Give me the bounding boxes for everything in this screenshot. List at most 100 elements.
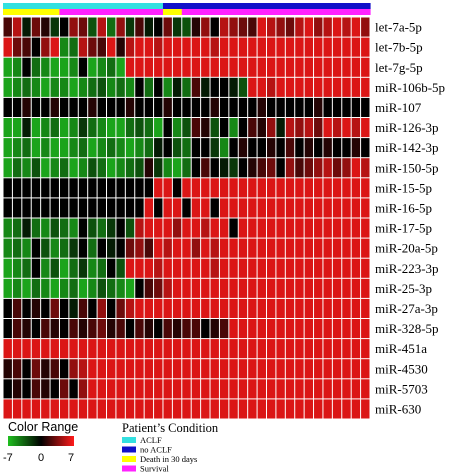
heatmap-cell [323, 278, 332, 298]
heatmap-cell [163, 77, 172, 97]
heatmap-cell [41, 379, 50, 399]
heatmap-cell [154, 238, 163, 258]
heatmap-cell [266, 97, 276, 117]
heatmap-cell [69, 118, 78, 138]
heatmap-cell [116, 298, 125, 318]
heatmap-cell [3, 339, 12, 359]
heatmap-cell [295, 278, 304, 298]
heatmap-cell [163, 17, 172, 37]
heatmap-cell [229, 319, 238, 339]
heatmap-cell [266, 37, 276, 57]
row-label-miR-451a: miR-451a [375, 341, 427, 356]
heatmap-cell [351, 298, 361, 318]
heatmap-cell [210, 319, 219, 339]
heatmap-cell [50, 17, 59, 37]
heatmap-cell [125, 77, 135, 97]
heatmap-cell [88, 399, 97, 419]
heatmap-cell [78, 278, 88, 298]
heatmap-cell [22, 379, 31, 399]
heatmap-cell [50, 359, 59, 379]
heatmap-cell [201, 218, 210, 238]
condition-swatch-3 [122, 465, 136, 472]
heatmap-cell [31, 57, 41, 77]
heatmap-cell [210, 218, 219, 238]
condition-bottom-28 [266, 9, 277, 15]
heatmap-cell [22, 57, 31, 77]
heatmap-cell [295, 118, 304, 138]
heatmap-cell [266, 379, 276, 399]
heatmap-cell [125, 57, 135, 77]
heatmap-cell [88, 57, 97, 77]
condition-top-32 [304, 3, 315, 9]
heatmap-cell [342, 359, 351, 379]
heatmap-cell [31, 379, 41, 399]
heatmap-cell [107, 118, 116, 138]
heatmap-cell [69, 379, 78, 399]
heatmap-cell [78, 57, 88, 77]
heatmap-cell [41, 138, 50, 158]
heatmap-cell [88, 138, 97, 158]
color-range-title: Color Range [8, 420, 78, 434]
condition-swatch-2 [122, 456, 136, 462]
heatmap-cell [276, 278, 285, 298]
row-label-miR-16-5p: miR-16-5p [375, 201, 432, 216]
heatmap-cell [304, 178, 314, 198]
heatmap-cell [361, 359, 370, 379]
heatmap-cell [50, 198, 59, 218]
heatmap-cell [41, 258, 50, 278]
heatmap-cell [12, 399, 22, 419]
heatmap-cell [361, 138, 370, 158]
heatmap-cell [125, 158, 135, 178]
heatmap-cell [154, 77, 163, 97]
heatmap-cell [88, 379, 97, 399]
patient-condition-title: Patient’s Condition [122, 421, 219, 435]
heatmap-cell [304, 118, 314, 138]
heatmap-cell [88, 37, 97, 57]
heatmap-cell [59, 178, 69, 198]
heatmap-cell [172, 198, 182, 218]
heatmap-cell [229, 218, 238, 238]
heatmap-cell [191, 57, 201, 77]
condition-top-9 [87, 3, 98, 9]
heatmap-cell [50, 319, 59, 339]
heatmap-cell [295, 218, 304, 238]
heatmap-cell [163, 218, 172, 238]
heatmap-cell [191, 339, 201, 359]
heatmap-cell [88, 319, 97, 339]
heatmap-cell [342, 339, 351, 359]
heatmap-cell [125, 258, 135, 278]
heatmap-cell [3, 57, 12, 77]
heatmap-cell [144, 218, 154, 238]
heatmap-cell [88, 198, 97, 218]
heatmap-cell [182, 118, 191, 138]
condition-top-3 [31, 3, 42, 9]
heatmap-cell [22, 399, 31, 419]
heatmap-cell [50, 97, 59, 117]
heatmap-cell [332, 57, 342, 77]
heatmap-cell [304, 278, 314, 298]
heatmap-cell [219, 97, 229, 117]
row-label-let-7b-5p: let-7b-5p [375, 40, 423, 55]
heatmap-cell [276, 319, 285, 339]
heatmap-cell [59, 118, 69, 138]
heatmap-cell [323, 258, 332, 278]
heatmap-cell [182, 278, 191, 298]
heatmap-cell [22, 319, 31, 339]
heatmap-cell [351, 158, 361, 178]
heatmap-cell [97, 379, 107, 399]
heatmap-cell [314, 77, 323, 97]
heatmap-cell [12, 77, 22, 97]
heatmap-cell [361, 278, 370, 298]
heatmap-cell [31, 278, 41, 298]
heatmap-cell [342, 97, 351, 117]
heatmap-cell [22, 359, 31, 379]
heatmap-cell [172, 57, 182, 77]
heatmap-cell [78, 379, 88, 399]
heatmap-cell [219, 379, 229, 399]
heatmap-cell [361, 379, 370, 399]
heatmap-cell [257, 258, 266, 278]
heatmap-cell [144, 17, 154, 37]
heatmap-cell [201, 178, 210, 198]
heatmap-cell [201, 298, 210, 318]
row-label-miR-20a-5p: miR-20a-5p [375, 241, 438, 256]
